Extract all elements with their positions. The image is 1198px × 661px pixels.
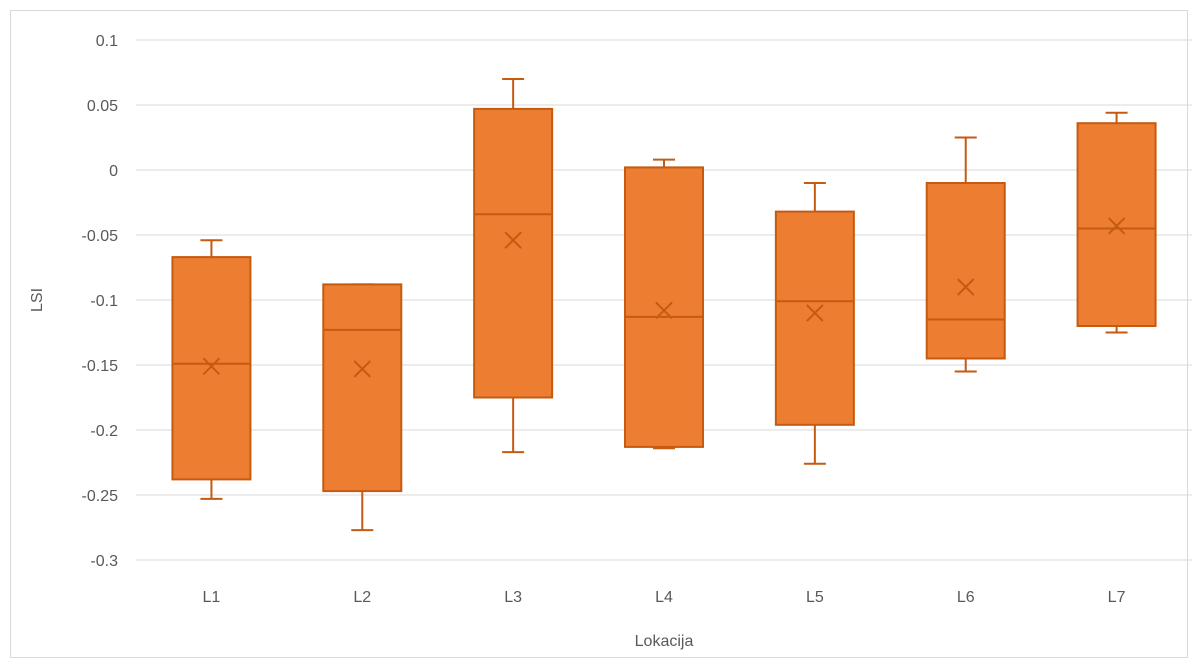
y-tick-label: -0.15: [82, 358, 119, 375]
x-tick-label: L3: [504, 589, 522, 606]
x-tick-label: L5: [806, 589, 824, 606]
mean-marker-stroke: [806, 304, 824, 322]
y-tick-label: 0.05: [87, 98, 118, 115]
mean-marker-stroke: [957, 278, 975, 296]
box-iqr: [624, 166, 704, 448]
box-iqr: [322, 283, 403, 493]
box-L4: [624, 158, 704, 450]
mean-marker: [957, 278, 975, 296]
x-tick-label: L6: [957, 589, 975, 606]
y-tick-label: -0.25: [82, 488, 119, 505]
box-L2: [322, 283, 403, 532]
mean-marker-stroke: [655, 301, 673, 320]
x-axis-title: Lokacija: [635, 633, 694, 650]
y-tick-label: -0.1: [90, 293, 118, 310]
mean-marker-stroke: [202, 357, 221, 376]
y-tick-label: 0: [109, 163, 118, 180]
x-tick-label: L4: [655, 589, 673, 606]
y-tick-label: -0.2: [90, 423, 118, 440]
x-tick-label: L2: [353, 589, 371, 606]
box-iqr: [473, 107, 554, 399]
box-series: [171, 78, 1157, 532]
y-tick-label: 0.1: [96, 33, 118, 50]
box-L7: [1076, 111, 1157, 334]
y-tick-label: -0.3: [90, 553, 118, 570]
y-axis-tick-labels: 0.1 0.05 0 -0.05 -0.1 -0.15 -0.2 -0.25 -0.3: [82, 33, 119, 570]
box-iqr: [774, 210, 855, 426]
y-axis-title: LSI: [29, 288, 46, 312]
mean-marker: [806, 304, 824, 322]
x-tick-label: L1: [203, 589, 221, 606]
box-L1: [171, 239, 252, 500]
box-L5: [774, 182, 855, 465]
mean-marker-stroke: [504, 231, 522, 249]
mean-marker: [655, 301, 673, 320]
x-tick-label: L7: [1108, 589, 1126, 606]
box-L3: [473, 78, 554, 454]
mean-marker: [202, 357, 221, 376]
mean-marker-stroke: [1107, 217, 1126, 235]
box-iqr: [171, 256, 252, 481]
mean-marker: [353, 360, 371, 378]
y-tick-label: -0.05: [82, 228, 119, 245]
mean-marker-stroke: [353, 360, 371, 378]
mean-marker: [1107, 217, 1126, 235]
box-iqr: [925, 182, 1006, 360]
box-L6: [925, 136, 1006, 373]
x-axis-tick-labels: L1 L2 L3 L4 L5 L6 L7: [203, 589, 1126, 606]
mean-marker: [504, 231, 522, 249]
